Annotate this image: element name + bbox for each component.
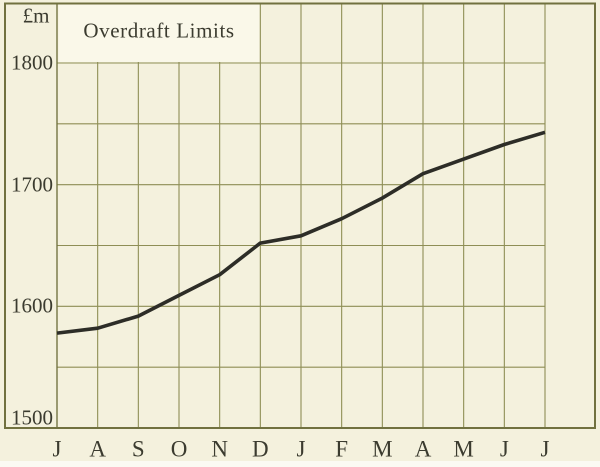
x-tick-label: A xyxy=(414,436,432,462)
scan-edge-artifact xyxy=(0,461,600,467)
x-tick-label: F xyxy=(335,436,349,462)
x-tick-label: J xyxy=(52,436,62,462)
x-tick-label: M xyxy=(453,436,474,462)
x-tick-label: S xyxy=(131,436,145,462)
x-tick-label: O xyxy=(170,436,188,462)
x-tick-label: J xyxy=(540,436,550,462)
x-tick-label: D xyxy=(252,436,269,462)
y-tick-label: 1700 xyxy=(11,172,53,197)
title-panel xyxy=(58,4,260,62)
y-tick-label: 1800 xyxy=(11,50,53,75)
x-tick-label: J xyxy=(296,436,306,462)
overdraft-limits-line xyxy=(56,130,546,335)
chart-border xyxy=(4,2,596,429)
chart-title: Overdraft Limits xyxy=(83,18,235,43)
x-tick-label: M xyxy=(372,436,393,462)
y-tick-label: 1600 xyxy=(11,293,53,318)
x-tick-label: A xyxy=(89,436,106,462)
x-tick-label: N xyxy=(211,436,228,462)
y-tick-label: 1500 xyxy=(11,405,53,430)
y-axis-unit-label: £m xyxy=(22,3,50,28)
x-tick-label: J xyxy=(499,436,509,462)
